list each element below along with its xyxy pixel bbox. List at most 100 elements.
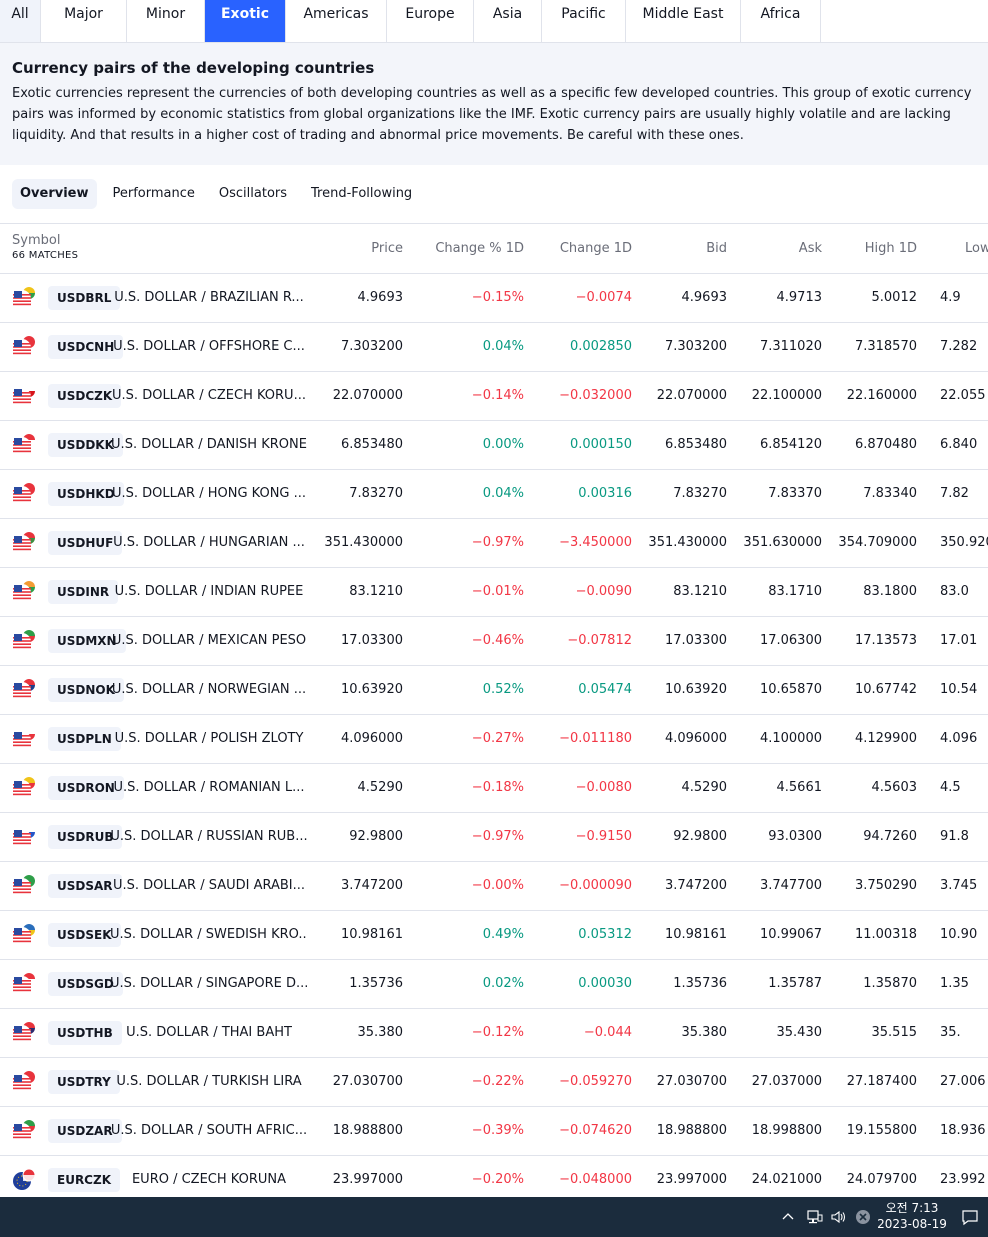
symbol-description: U.S. DOLLAR / ROMANIAN L... [113,780,305,795]
high-cell: 354.709000 [838,535,917,550]
column-header-change-percent[interactable]: Change % 1D [435,241,524,256]
column-header-price[interactable]: Price [371,241,403,256]
table-row[interactable]: USDSEK U.S. DOLLAR / SWEDISH KRO... 10.981… [0,911,988,960]
table-row[interactable]: USDRUB U.S. DOLLAR / RUSSIAN RUB... 92.980… [0,813,988,862]
bid-cell: 17.03300 [664,633,727,648]
status-x-icon[interactable] [854,1208,872,1226]
high-cell: 7.318570 [854,339,917,354]
symbol-ticker[interactable]: USDHUF [48,531,123,555]
low-cell: 1.35 [940,976,969,991]
change-percent-cell: −0.14% [471,388,524,403]
table-row[interactable]: EURCZK EURO / CZECH KORUNA 23.997000 −0.20%… [0,1156,988,1198]
column-header-high[interactable]: High 1D [864,241,917,256]
tab-performance[interactable]: Performance [112,186,195,201]
region-tab-major[interactable]: Major [41,0,127,42]
region-tab-europe[interactable]: Europe [387,0,474,42]
table-row[interactable]: USDRON U.S. DOLLAR / ROMANIAN L... 4.5290 −… [0,764,988,813]
ask-cell: 93.0300 [768,829,822,844]
volume-icon[interactable] [830,1209,848,1225]
currency-flag-icon [12,1119,36,1143]
currency-flag-icon [12,727,36,751]
table-row[interactable]: USDHUF U.S. DOLLAR / HUNGARIAN ... 351.430… [0,519,988,568]
symbol-ticker[interactable]: USDSAR [48,874,122,898]
symbol-ticker[interactable]: USDMXN [48,629,126,653]
change-cell: 0.05474 [578,682,632,697]
region-tab-minor[interactable]: Minor [127,0,205,42]
symbol-ticker[interactable]: USDDKK [48,433,123,457]
high-cell: 6.870480 [854,437,917,452]
system-tray [780,1197,872,1237]
symbol-ticker[interactable]: USDZAR [48,1119,122,1143]
symbol-ticker[interactable]: USDBRL [48,286,121,310]
table-row[interactable]: USDINR U.S. DOLLAR / INDIAN RUPEE 83.1210 −… [0,568,988,617]
table-row[interactable]: USDHKD U.S. DOLLAR / HONG KONG ... 7.83270… [0,470,988,519]
column-header-bid[interactable]: Bid [706,241,727,256]
table-row[interactable]: USDNOK U.S. DOLLAR / NORWEGIAN ... 10.6392… [0,666,988,715]
symbol-description: U.S. DOLLAR / SINGAPORE D... [110,976,308,991]
table-row[interactable]: USDTHB U.S. DOLLAR / THAI BAHT 35.380 −0.12… [0,1009,988,1058]
symbol-ticker[interactable]: USDSEK [48,923,121,947]
bid-cell: 4.096000 [664,731,727,746]
change-percent-cell: 0.00% [482,437,524,452]
table-row[interactable]: USDZAR U.S. DOLLAR / SOUTH AFRIC... 18.988… [0,1107,988,1156]
symbol-ticker[interactable]: USDCZK [48,384,122,408]
table-row[interactable]: USDTRY U.S. DOLLAR / TURKISH LIRA 27.03070… [0,1058,988,1107]
symbol-ticker[interactable]: USDSGD [48,972,123,996]
symbol-ticker[interactable]: USDINR [48,580,119,604]
change-cell: −0.0090 [575,584,632,599]
low-cell: 17.01 [940,633,978,648]
symbol-ticker[interactable]: USDHKD [48,482,124,506]
symbol-ticker[interactable]: USDRUB [48,825,123,849]
symbol-ticker[interactable]: USDNOK [48,678,124,702]
low-cell: 350.920 [940,535,988,550]
taskbar-clock[interactable]: 오전 7:13 2023-08-19 [872,1200,952,1232]
table-row[interactable]: USDDKK U.S. DOLLAR / DANISH KRONE 6.853480… [0,421,988,470]
symbol-ticker[interactable]: USDTHB [48,1021,122,1045]
change-percent-cell: −0.20% [471,1172,524,1187]
symbol-ticker[interactable]: EURCZK [48,1168,120,1192]
region-tab-pacific[interactable]: Pacific [542,0,626,42]
table-row[interactable]: USDBRL U.S. DOLLAR / BRAZILIAN R... 4.9693… [0,274,988,323]
symbol-ticker[interactable]: USDPLN [48,727,121,751]
column-header-low[interactable]: Low [965,241,988,256]
high-cell: 5.0012 [871,290,918,305]
tab-oscillators[interactable]: Oscillators [218,186,288,201]
low-cell: 83.0 [940,584,969,599]
network-icon[interactable] [806,1209,824,1225]
notification-center[interactable] [961,1197,979,1237]
table-row[interactable]: USDCZK U.S. DOLLAR / CZECH KORU... 22.0700… [0,372,988,421]
matches-count: 66 MATCHES [12,250,79,261]
region-tab-americas[interactable]: Americas [286,0,387,42]
region-tab-asia[interactable]: Asia [474,0,542,42]
table-row[interactable]: USDSGD U.S. DOLLAR / SINGAPORE D... 1.3573… [0,960,988,1009]
column-header-change[interactable]: Change 1D [559,241,632,256]
low-cell: 23.992 [940,1172,986,1187]
low-cell: 10.90 [940,927,978,942]
ask-cell: 10.65870 [759,682,822,697]
chevron-up-icon[interactable] [780,1209,796,1225]
windows-taskbar: 오전 7:13 2023-08-19 [0,1197,988,1237]
table-row[interactable]: USDCNH U.S. DOLLAR / OFFSHORE C... 7.30320… [0,323,988,372]
tab-trend-following[interactable]: Trend-Following [311,186,413,201]
change-cell: −3.450000 [559,535,632,550]
change-percent-cell: 0.49% [482,927,524,942]
symbol-ticker[interactable]: USDCNH [48,335,124,359]
clock-date: 2023-08-19 [877,1217,947,1231]
symbol-ticker[interactable]: USDRON [48,776,124,800]
table-row[interactable]: USDMXN U.S. DOLLAR / MEXICAN PESO 17.03300… [0,617,988,666]
region-tab-all[interactable]: All [0,0,41,42]
symbol-column-header[interactable]: Symbol 66 MATCHES [12,233,78,261]
tab-overview[interactable]: Overview [12,179,97,209]
column-header-ask[interactable]: Ask [798,241,822,256]
region-tab-middle-east[interactable]: Middle East [626,0,741,42]
currency-flag-icon [12,1070,36,1094]
symbol-ticker[interactable]: USDTRY [48,1070,120,1094]
change-cell: −0.011180 [559,731,632,746]
ask-cell: 4.9713 [776,290,823,305]
table-row[interactable]: USDPLN U.S. DOLLAR / POLISH ZLOTY 4.096000… [0,715,988,764]
symbol-description: U.S. DOLLAR / HONG KONG ... [111,486,307,501]
region-tab-exotic[interactable]: Exotic [205,0,286,42]
table-row[interactable]: USDSAR U.S. DOLLAR / SAUDI ARABI... 3.7472… [0,862,988,911]
region-tab-africa[interactable]: Africa [741,0,821,42]
ask-cell: 83.1710 [768,584,822,599]
